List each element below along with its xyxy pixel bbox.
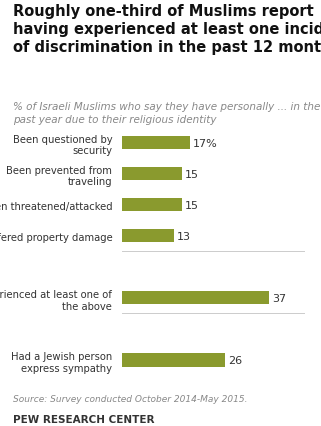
Bar — [122, 292, 269, 305]
Text: PEW RESEARCH CENTER: PEW RESEARCH CENTER — [13, 414, 154, 424]
Text: 17%: 17% — [193, 138, 218, 148]
Text: % of Israeli Muslims who say they have personally ... in the
past year due to th: % of Israeli Muslims who say they have p… — [13, 102, 320, 124]
Text: 37: 37 — [272, 293, 286, 303]
Text: 13: 13 — [177, 231, 191, 241]
Bar — [122, 137, 190, 150]
Text: 15: 15 — [185, 169, 199, 179]
Text: Roughly one-third of Muslims report
having experienced at least one incident
of : Roughly one-third of Muslims report havi… — [13, 4, 321, 55]
Text: 26: 26 — [229, 355, 243, 365]
Text: 15: 15 — [185, 200, 199, 210]
Bar — [122, 230, 174, 243]
Bar — [122, 354, 225, 367]
Bar — [122, 199, 182, 212]
Bar — [122, 168, 182, 181]
Text: Source: Survey conducted October 2014-May 2015.: Source: Survey conducted October 2014-Ma… — [13, 394, 247, 403]
